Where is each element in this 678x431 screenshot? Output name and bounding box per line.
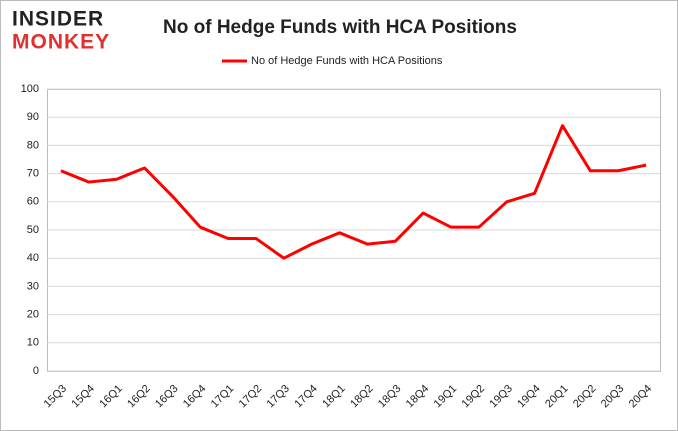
legend-label: No of Hedge Funds with HCA Positions (251, 55, 443, 67)
y-tick-label: 80 (27, 139, 39, 151)
y-tick-label: 10 (27, 337, 39, 349)
y-tick-label: 40 (27, 252, 39, 264)
y-tick-label: 50 (27, 224, 39, 236)
series-line (60, 124, 647, 260)
logo-top: INSIDER (12, 8, 104, 31)
y-tick-label: 60 (27, 196, 39, 208)
y-tick-label: 30 (27, 280, 39, 292)
chart-title: No of Hedge Funds with HCA Positions (163, 17, 517, 38)
logo-bottom: MONKEY (12, 31, 110, 54)
y-tick-label: 100 (21, 83, 39, 95)
y-tick-label: 20 (27, 309, 39, 321)
y-tick-label: 70 (27, 168, 39, 180)
y-tick-label: 0 (33, 365, 39, 377)
y-tick-label: 90 (27, 111, 39, 123)
